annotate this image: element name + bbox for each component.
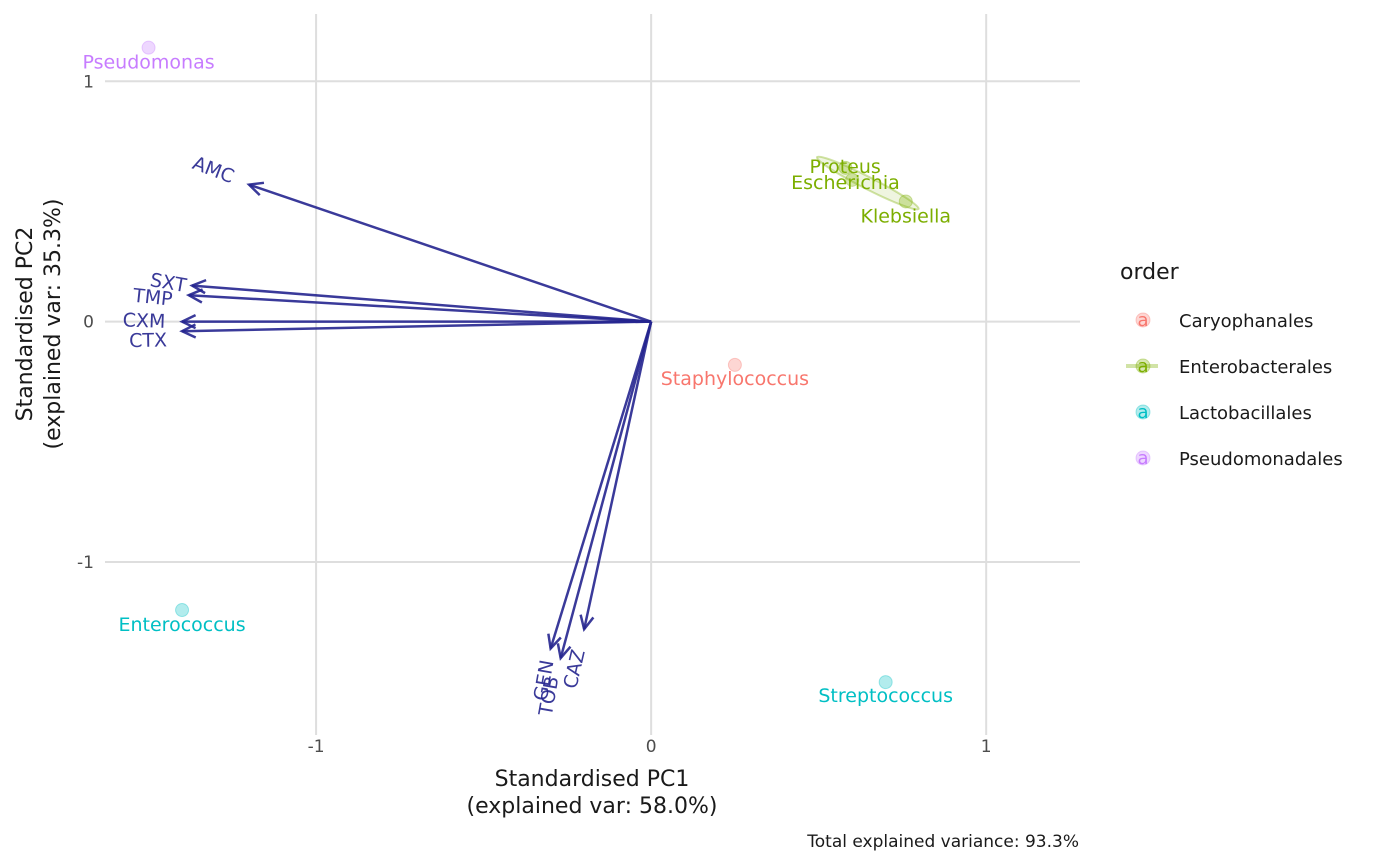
arrow-tmp	[188, 293, 652, 323]
y-tick-label: 1	[83, 72, 94, 92]
legend-item: a Lactobacillales	[1135, 402, 1312, 424]
legend-label: Lactobacillales	[1179, 403, 1312, 424]
legend-item: a Caryophanales	[1135, 310, 1313, 332]
arrow-tob	[559, 321, 653, 659]
legend-item: a Enterobacterales	[1126, 356, 1332, 378]
chart-caption: Total explained variance: 93.3%	[806, 832, 1079, 852]
legend-item: a Pseudomonadales	[1135, 448, 1343, 470]
point-label-pseudomonas: Pseudomonas	[82, 52, 214, 74]
y-axis-title-line2: (explained var: 35.3%)	[41, 199, 66, 450]
legend: order a Caryophanales a Enterobacterales a La…	[1120, 260, 1343, 470]
x-axis-title-line2: (explained var: 58.0%)	[467, 794, 718, 819]
point-label-streptococcus: Streptococcus	[818, 685, 953, 707]
arrowhead-tmp	[185, 288, 204, 304]
legend-title: order	[1120, 260, 1180, 285]
arrow-gen	[549, 321, 653, 649]
arrowhead-caz	[579, 614, 595, 633]
y-tick-label: 0	[83, 313, 94, 333]
point-label-proteus: Proteus	[810, 156, 881, 178]
point-staphylococcus	[727, 357, 742, 372]
point-pseudomonas	[141, 40, 156, 55]
arrowhead-gen	[547, 633, 562, 652]
point-escherichia	[838, 160, 853, 175]
arrow-sxt	[192, 284, 652, 323]
x-tick-label: 1	[981, 737, 992, 757]
arrow-amc	[248, 183, 652, 323]
enterobacterales-ellipse-group	[815, 155, 920, 211]
legend-key-letter: a	[1137, 356, 1148, 377]
axis-ticks: -1 0 1 -1 0 1	[77, 72, 992, 757]
legend-key-point	[1135, 404, 1151, 420]
point-label-staphylococcus: Staphylococcus	[661, 368, 809, 390]
x-axis-title-line1: Standardised PC1	[495, 767, 690, 792]
point-streptococcus	[878, 675, 893, 690]
point-klebsiella	[898, 194, 913, 209]
y-tick-label: -1	[77, 553, 94, 573]
grid-lines	[105, 14, 1080, 735]
arrow-caz	[582, 321, 653, 630]
y-axis-title: Standardised PC2	[13, 227, 38, 422]
point-label-enterococcus: Enterococcus	[119, 614, 246, 636]
enterobacterales-ellipse	[815, 155, 920, 211]
arrowhead-tob	[556, 643, 572, 661]
legend-key-point	[1135, 450, 1151, 466]
legend-label: Caryophanales	[1179, 311, 1313, 332]
arrowhead-ctx	[179, 323, 197, 339]
arrow-label-amc: AMC	[189, 152, 237, 188]
legend-key-letter: a	[1137, 448, 1148, 469]
legend-key-point	[1135, 312, 1151, 328]
point-label-klebsiella: Klebsiella	[860, 205, 951, 227]
legend-key-letter: a	[1137, 310, 1148, 331]
legend-key-point	[1135, 358, 1151, 374]
arrow-label-tmp: TMP	[131, 285, 174, 311]
point-enterococcus	[175, 603, 190, 618]
y-axis-title-line1: Standardised PC2	[13, 227, 38, 422]
legend-label: Enterobacterales	[1179, 357, 1332, 378]
y-axis-title-2: (explained var: 35.3%)	[41, 199, 66, 450]
arrow-label-ctx: CTX	[129, 329, 167, 352]
point-proteus	[845, 172, 860, 187]
x-tick-label: -1	[308, 737, 325, 757]
x-tick-label: 0	[646, 737, 657, 757]
arrow-label-cxm: CXM	[122, 309, 165, 332]
legend-key-letter: a	[1137, 402, 1148, 423]
arrow-ctx	[182, 320, 652, 333]
legend-label: Pseudomonadales	[1179, 449, 1343, 470]
point-label-escherichia: Escherichia	[791, 172, 900, 194]
arrowhead-amc	[246, 181, 265, 197]
ellipse-layer	[815, 155, 920, 211]
